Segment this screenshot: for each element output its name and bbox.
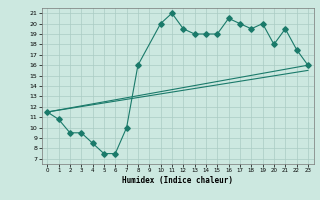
X-axis label: Humidex (Indice chaleur): Humidex (Indice chaleur) bbox=[122, 176, 233, 185]
